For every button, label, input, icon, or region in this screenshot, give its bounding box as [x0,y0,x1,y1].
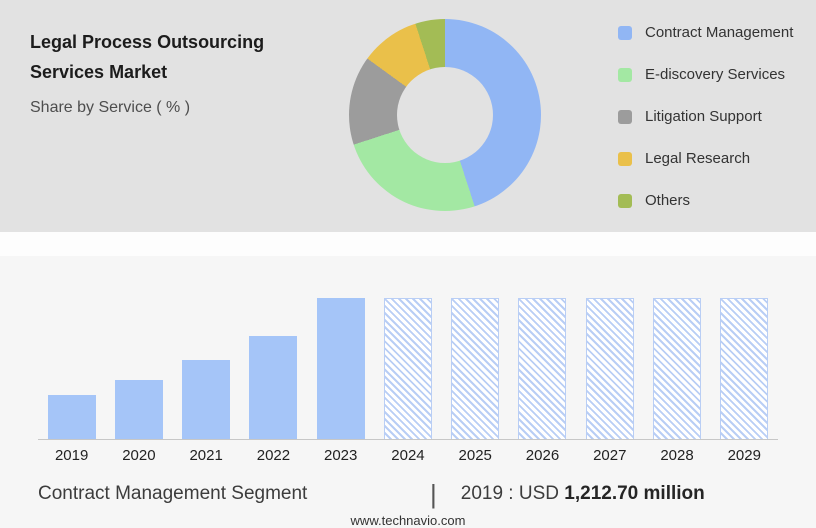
bar-column [509,298,576,439]
bar-column [173,298,240,439]
actual-bar [249,336,298,439]
forecast-bar [518,298,567,439]
year-axis-label: 2026 [525,447,560,464]
legend-swatch-icon [618,151,632,166]
bar-column [240,298,307,439]
bar-plot [38,298,778,440]
donut-chart [349,19,541,211]
bar-column [576,298,643,439]
bar-column [711,298,778,439]
donut-hole [397,67,493,163]
legend-item: Contract Management [618,24,816,41]
header-block: Legal Process Outsourcing Services Marke… [0,0,330,117]
legend-swatch-icon [618,109,632,124]
bar-chart-section: 2019 2020 2021 2022 2023 2024 2025 2026 2027 2028… [0,256,816,464]
bar-column [374,298,441,439]
legend-label: Contract Management [645,24,794,41]
bar-axis-labels: 2019 2020 2021 2022 2023 2024 2025 2026 2027 2028… [38,447,778,464]
legend-item: Legal Research [618,150,816,167]
caption-value-bold: 1,212.70 million [564,483,705,504]
bar-column [38,298,105,439]
caption-row: Contract Management Segment | 2019 : USD… [38,481,778,507]
legend-item: Others [618,192,816,209]
actual-bar [316,298,365,439]
year-axis-label: 2019 [54,447,89,464]
caption-value-text: 2019 : USD 1,212.70 million [461,483,705,505]
actual-bar [114,379,163,439]
legend-label: Others [645,192,691,209]
bar-column [442,298,509,439]
top-panel: Legal Process Outsourcing Services Marke… [0,0,816,232]
forecast-bar [451,298,500,439]
legend: Contract Management E-discovery Services… [560,0,816,209]
forecast-bar [720,298,769,439]
year-axis-label: 2025 [458,447,492,464]
legend-label: Legal Research [645,150,751,167]
caption-segment-label: Contract Management Segment [38,483,308,504]
legend-item: Litigation Support [618,108,816,125]
forecast-bar [383,298,432,439]
year-axis-label: 2028 [660,447,694,464]
actual-bar [47,395,96,439]
forecast-bar [653,298,702,439]
year-axis-label: 2029 [727,447,761,464]
year-axis-label: 2022 [256,447,291,464]
divider-band [0,232,816,256]
caption-value-prefix: 2019 : USD [460,483,559,504]
year-axis-label: 2023 [324,447,358,464]
footer-url: www.technavio.com [350,513,466,528]
actual-bar [182,360,231,439]
year-axis-label: 2027 [593,447,627,464]
caption-separator: | [430,479,437,509]
chart-subtitle: Share by Service ( % ) [30,99,191,117]
year-axis-label: 2020 [122,447,156,464]
legend-label: E-discovery Services [645,66,786,83]
legend-item: E-discovery Services [618,66,816,83]
legend-label: Litigation Support [645,108,762,125]
forecast-bar [585,298,634,439]
year-axis-label: 2021 [189,447,223,464]
page-title-line2: Services Market [30,61,168,82]
year-axis-label: 2024 [391,447,425,464]
legend-swatch-icon [618,25,632,40]
page-title-line1: Legal Process Outsourcing [30,32,265,52]
legend-swatch-icon [618,67,632,82]
bar-column [307,298,374,439]
legend-swatch-icon [618,193,632,208]
donut-chart-wrap [330,0,560,211]
bar-column [105,298,172,439]
bar-column [643,298,710,439]
